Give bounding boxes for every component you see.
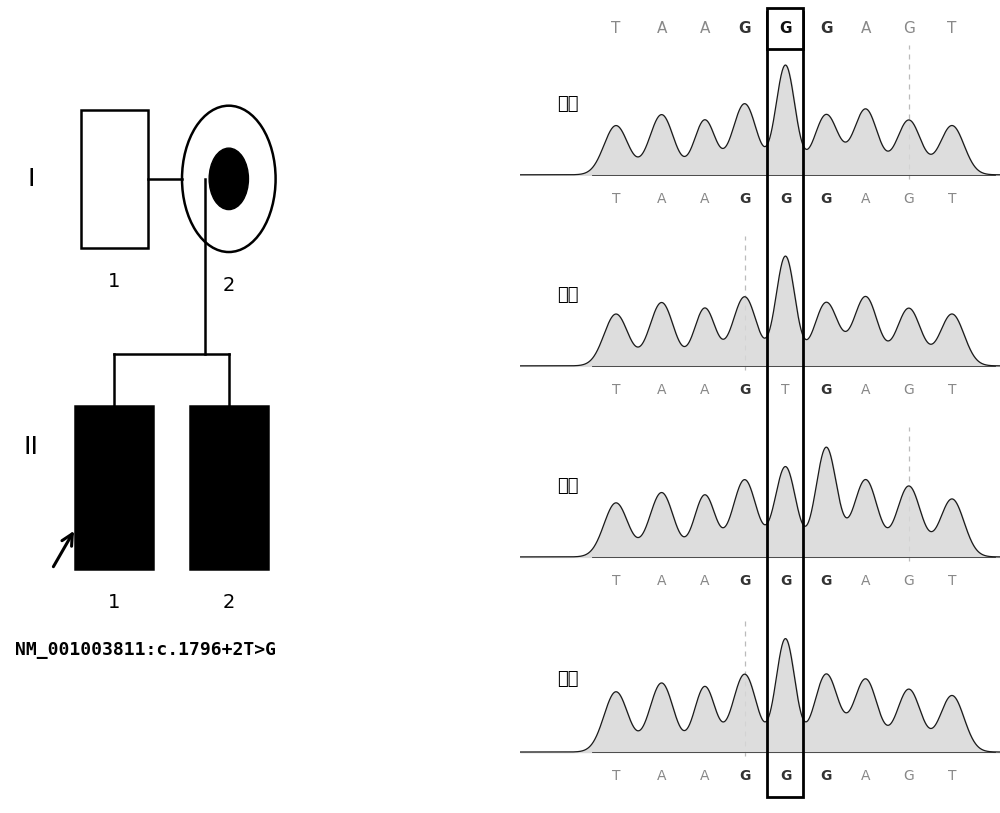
Bar xyxy=(767,8,803,49)
Text: G: G xyxy=(779,21,792,36)
Text: A: A xyxy=(861,574,870,589)
Text: 1: 1 xyxy=(108,272,121,291)
Text: T: T xyxy=(612,383,620,398)
Text: A: A xyxy=(657,574,666,589)
Text: 1: 1 xyxy=(108,593,121,612)
Text: A: A xyxy=(700,21,710,36)
Text: G: G xyxy=(903,192,914,207)
Text: G: G xyxy=(903,574,914,589)
Text: T: T xyxy=(781,383,790,398)
Text: G: G xyxy=(739,574,750,589)
Text: G: G xyxy=(780,192,791,207)
Text: A: A xyxy=(700,383,710,398)
Text: T: T xyxy=(948,383,956,398)
Text: G: G xyxy=(780,769,791,784)
Text: 父亲: 父亲 xyxy=(557,476,579,495)
Text: 弟弟: 弟弟 xyxy=(557,285,579,304)
Bar xyxy=(767,12,803,797)
Text: G: G xyxy=(821,574,832,589)
Text: G: G xyxy=(739,769,750,784)
Text: A: A xyxy=(861,769,870,784)
Text: G: G xyxy=(903,21,915,36)
Text: G: G xyxy=(779,21,792,36)
Text: T: T xyxy=(948,769,956,784)
Text: A: A xyxy=(657,383,666,398)
Text: G: G xyxy=(821,769,832,784)
Text: I: I xyxy=(27,167,35,191)
Text: 2: 2 xyxy=(223,276,235,295)
Text: A: A xyxy=(700,192,710,207)
Text: T: T xyxy=(948,574,956,589)
Bar xyxy=(190,406,268,569)
Circle shape xyxy=(209,148,248,210)
Text: G: G xyxy=(780,574,791,589)
Text: A: A xyxy=(657,192,666,207)
Text: A: A xyxy=(861,383,870,398)
Bar xyxy=(75,406,153,569)
Text: G: G xyxy=(821,383,832,398)
Text: G: G xyxy=(903,769,914,784)
Text: A: A xyxy=(700,574,710,589)
Text: A: A xyxy=(861,192,870,207)
Text: T: T xyxy=(948,192,956,207)
Text: A: A xyxy=(700,769,710,784)
Text: G: G xyxy=(739,383,750,398)
Bar xyxy=(767,8,803,49)
Text: A: A xyxy=(657,769,666,784)
Text: T: T xyxy=(947,21,957,36)
Text: G: G xyxy=(821,192,832,207)
Text: T: T xyxy=(611,21,621,36)
Text: G: G xyxy=(739,192,750,207)
Text: T: T xyxy=(612,192,620,207)
Text: A: A xyxy=(860,21,871,36)
Text: A: A xyxy=(656,21,667,36)
Text: G: G xyxy=(903,383,914,398)
Bar xyxy=(81,110,148,248)
Text: 本人: 本人 xyxy=(557,94,579,113)
Text: II: II xyxy=(24,435,39,459)
Text: T: T xyxy=(612,574,620,589)
Text: NM_001003811:c.1796+2T>G: NM_001003811:c.1796+2T>G xyxy=(15,641,276,659)
Text: G: G xyxy=(738,21,751,36)
Text: T: T xyxy=(612,769,620,784)
Text: 2: 2 xyxy=(223,593,235,612)
Text: 母亲: 母亲 xyxy=(557,670,579,688)
Text: G: G xyxy=(820,21,832,36)
